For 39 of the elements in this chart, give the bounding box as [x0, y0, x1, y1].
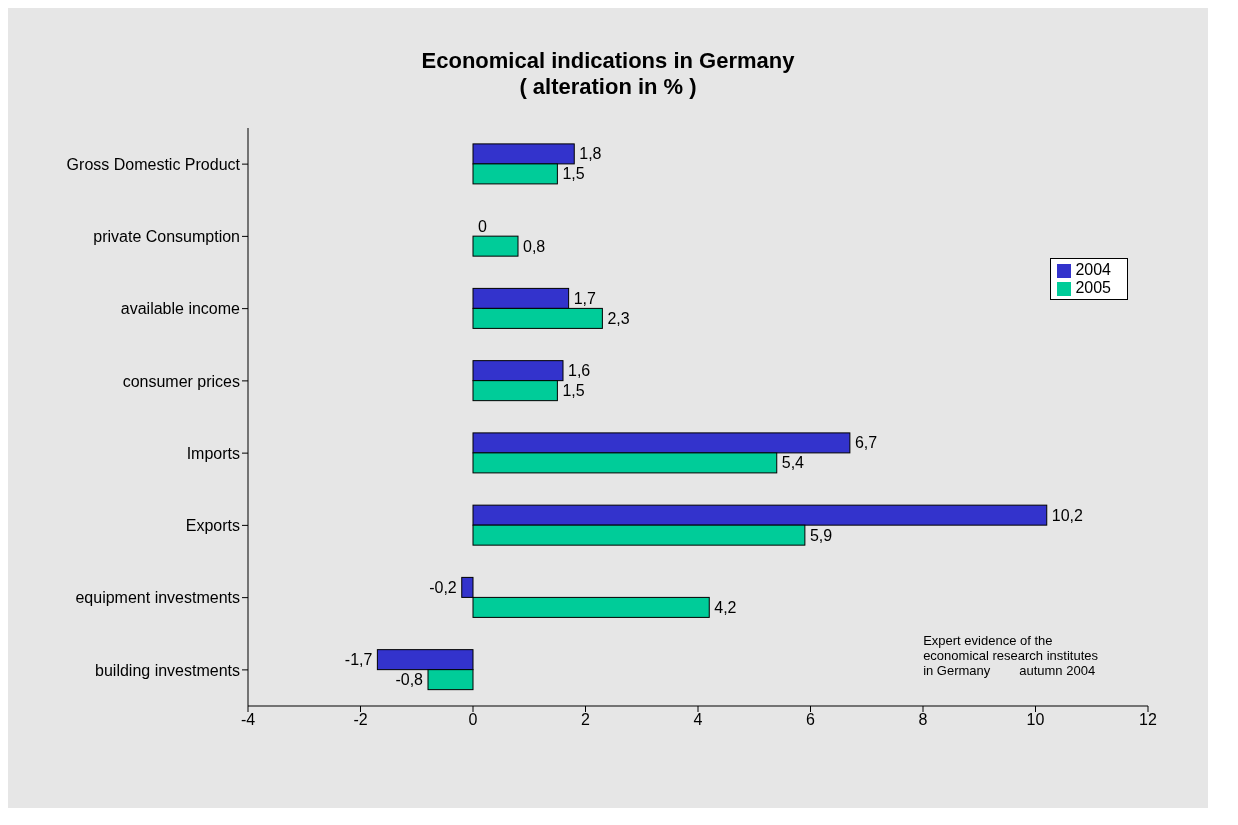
data-label: 1,7 [573, 289, 596, 307]
y-tick-label: Imports [186, 444, 240, 462]
y-tick-label: equipment investments [75, 589, 240, 607]
data-label: -1,7 [344, 651, 373, 669]
data-label: 0,8 [523, 237, 546, 255]
y-tick-label: Exports [185, 517, 240, 535]
x-tick-label: 12 [1139, 711, 1157, 729]
data-label: 1,5 [562, 165, 585, 183]
annotation: Expert evidence of the economical research institutes in Germany autumn 2004 [923, 633, 1098, 678]
x-tick-label: -4 [240, 711, 256, 729]
x-tick-label: 10 [1026, 711, 1045, 729]
x-tick-label: 6 [806, 711, 816, 729]
x-tick-label: 0 [468, 711, 478, 729]
data-label: 0 [478, 217, 487, 235]
y-tick-label: private Consumption [93, 228, 240, 246]
legend-label: 2004 [1075, 261, 1111, 278]
data-label: 5,4 [781, 454, 805, 472]
data-label: 1,6 [568, 362, 591, 380]
bar [472, 235, 519, 257]
x-tick-label: 4 [693, 711, 703, 729]
x-tick-label: 8 [918, 711, 928, 729]
data-label: -0,8 [395, 671, 424, 689]
data-label: 6,7 [854, 434, 878, 452]
y-tick-label: consumer prices [122, 372, 240, 390]
data-label: 2,3 [607, 309, 630, 327]
y-tick-label: Gross Domestic Product [66, 155, 241, 173]
data-label: 5,9 [809, 526, 833, 544]
x-tick-label: -2 [353, 711, 368, 729]
data-label: -0,2 [429, 578, 457, 596]
legend-label: 2005 [1075, 279, 1111, 296]
x-tick-label: 2 [581, 711, 591, 729]
y-tick-label: available income [120, 300, 241, 318]
chart-title: Economical indications in Germany [420, 48, 796, 74]
data-label: 4,2 [714, 598, 737, 616]
data-label: 1,8 [579, 145, 602, 163]
data-label: 1,5 [562, 382, 585, 400]
data-label: 10,2 [1051, 506, 1083, 524]
y-tick-label: building investments [95, 661, 240, 679]
chart-subtitle: ( alteration in % ) [518, 74, 698, 100]
